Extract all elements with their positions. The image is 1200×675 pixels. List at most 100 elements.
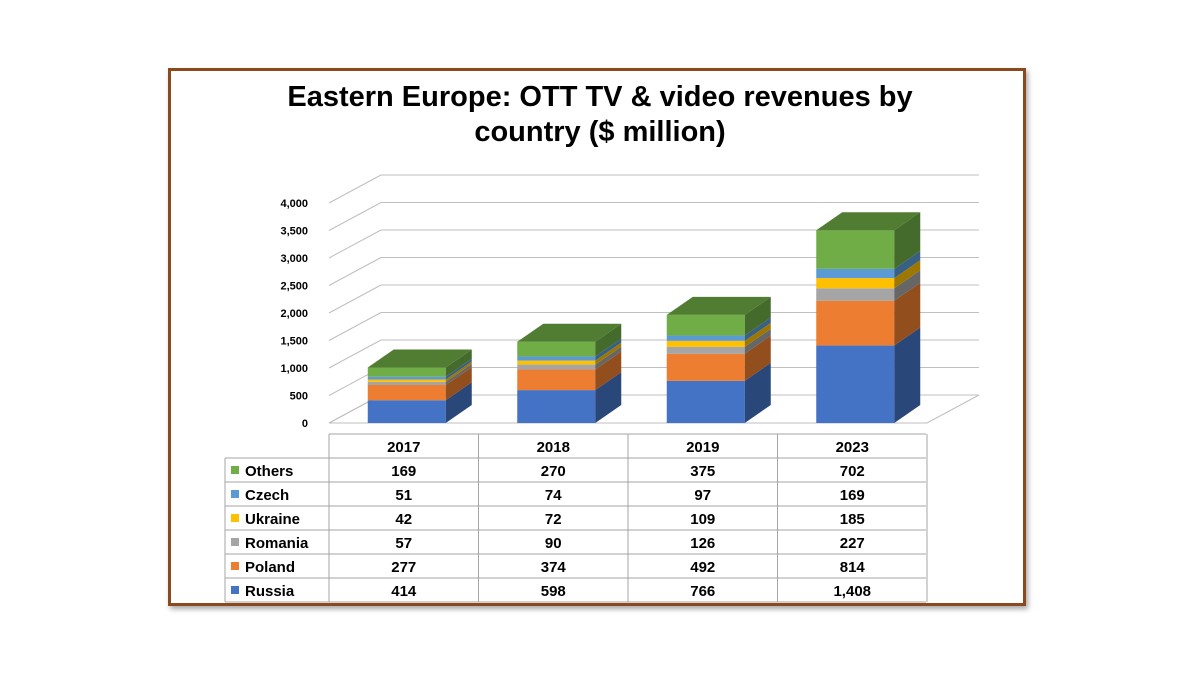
data-label-czech: 51 [395,487,412,504]
y-tick-label: 4,000 [280,198,308,210]
bar-romania-2017 [367,381,446,385]
bar-side-russia-2023 [894,327,921,423]
bar-top-2019 [666,296,771,315]
y-tick-label: 1,000 [280,363,308,375]
gridline-side-4 [328,284,382,314]
data-label-ukraine: 109 [690,511,715,528]
bar-top-2018 [517,323,622,342]
bar-top-2023 [816,212,921,231]
y-tick-label: 3,000 [280,253,308,265]
data-label-others: 702 [840,463,865,480]
legend-key-russia [231,586,239,594]
bar-side-romania-2019 [744,328,771,354]
bar-side-poland-2023 [894,282,921,346]
data-label-romania: 57 [395,535,412,552]
bar-ukraine-2019 [666,340,745,347]
y-tick-label: 500 [290,391,308,403]
data-label-romania: 227 [840,535,865,552]
legend-label-poland: Poland [245,559,295,576]
data-label-ukraine: 42 [395,511,412,528]
bar-romania-2018 [517,364,596,370]
bar-side-russia-2017 [445,382,472,423]
x-category-label: 2019 [686,439,719,456]
bar-side-ukraine-2018 [595,342,622,365]
bar-side-others-2017 [445,349,472,377]
bar-side-ukraine-2017 [445,361,472,382]
bar-russia-2019 [666,380,745,423]
chart-title-line-2: country ($ million) [474,116,726,148]
gridline-side-8 [328,174,382,204]
x-category-label: 2023 [836,439,869,456]
y-tick-label: 0 [302,418,308,430]
data-label-poland: 374 [541,559,567,576]
data-label-ukraine: 72 [545,511,562,528]
legend-key-others [231,466,239,474]
bar-side-poland-2017 [445,366,472,401]
bar-side-poland-2018 [595,351,622,391]
bar-others-2019 [666,314,745,336]
legend-key-ukraine [231,514,239,522]
legend-label-others: Others [245,463,293,480]
bar-czech-2017 [367,376,446,380]
chart-title: Eastern Europe: OTT TV & video revenues … [0,80,1200,150]
bar-russia-2017 [367,400,446,423]
legend-label-ukraine: Ukraine [245,511,300,528]
chart-title-line-1: Eastern Europe: OTT TV & video revenues … [287,81,913,113]
x-category-label: 2018 [537,439,570,456]
bar-top-2017 [367,349,472,368]
bar-romania-2019 [666,346,745,354]
gridline-side-2 [328,339,382,369]
bar-others-2018 [517,341,596,357]
data-label-poland: 277 [391,559,416,576]
bar-poland-2023 [816,300,895,346]
data-label-russia: 598 [541,583,566,600]
data-label-ukraine: 185 [840,511,865,528]
bar-side-russia-2018 [595,372,622,423]
legend-key-czech [231,490,239,498]
bar-side-romania-2017 [445,363,472,385]
legend-key-romania [231,538,239,546]
bar-russia-2018 [517,390,596,423]
bar-russia-2023 [816,345,895,423]
data-label-russia: 1,408 [833,583,871,600]
bar-poland-2018 [517,369,596,391]
data-label-czech: 169 [840,487,865,504]
y-tick-label: 2,500 [280,281,308,293]
x-category-label: 2017 [387,439,420,456]
bar-romania-2023 [816,288,895,301]
bar-side-poland-2019 [744,335,771,381]
bar-side-others-2018 [595,323,622,357]
bar-side-others-2019 [744,296,771,336]
data-label-poland: 492 [690,559,715,576]
bar-czech-2019 [666,335,745,341]
bar-poland-2017 [367,384,446,401]
bar-side-ukraine-2023 [894,260,921,289]
data-label-others: 270 [541,463,566,480]
y-tick-label: 2,000 [280,308,308,320]
bar-side-czech-2019 [744,317,771,341]
bar-side-ukraine-2019 [744,322,771,347]
data-label-others: 375 [690,463,715,480]
data-label-russia: 766 [690,583,715,600]
data-label-poland: 814 [840,559,866,576]
gridline-side-6 [328,229,382,259]
y-tick-label: 3,500 [280,226,308,238]
bar-others-2017 [367,367,446,377]
data-label-czech: 74 [545,487,562,504]
legend-label-russia: Russia [245,583,295,600]
data-label-romania: 90 [545,535,562,552]
bar-side-others-2023 [894,212,921,269]
legend-label-czech: Czech [245,487,289,504]
y-tick-label: 1,500 [280,336,308,348]
data-label-romania: 126 [690,535,715,552]
bar-czech-2023 [816,268,895,279]
data-label-czech: 97 [694,487,711,504]
bar-ukraine-2018 [517,360,596,365]
bar-ukraine-2017 [367,379,446,382]
legend-key-poland [231,562,239,570]
bar-czech-2018 [517,356,596,361]
gridline-side-3 [328,312,382,341]
bar-poland-2019 [666,353,745,381]
bar-ukraine-2023 [816,278,895,289]
